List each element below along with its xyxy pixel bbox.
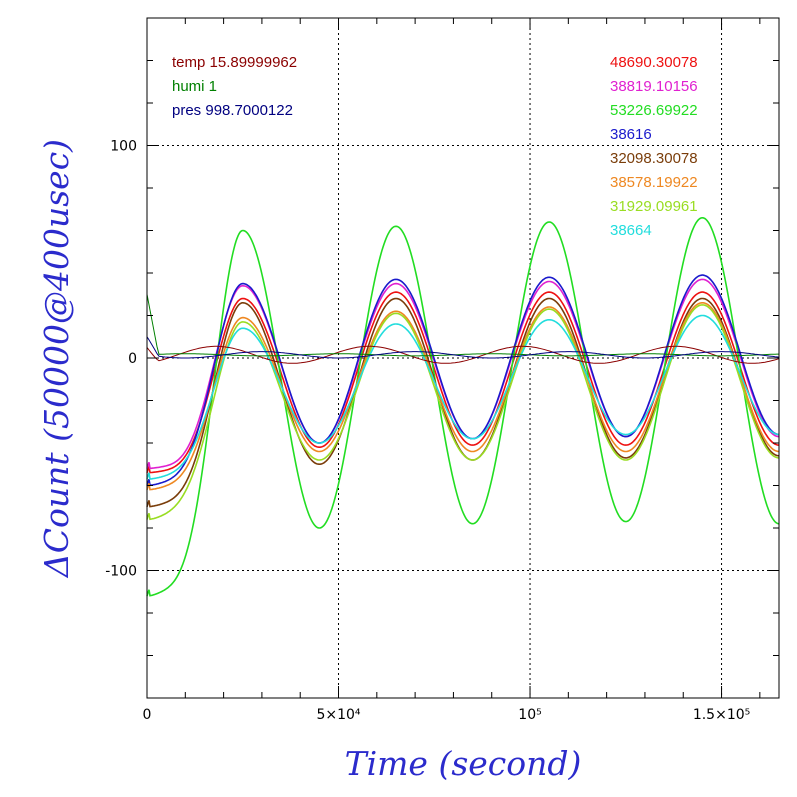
series-legend-entry: 48690.30078 (610, 54, 698, 71)
series-legend-entry: 38664 (610, 222, 652, 239)
environment-legend: temp 15.89999962 humi 1 pres 998.7000122 (172, 54, 297, 119)
series-legend-entry: 38819.10156 (610, 78, 698, 95)
series-line (146, 291, 779, 474)
x-tick-label: 5×10⁴ (316, 707, 360, 723)
environment-legend-entry: temp 15.89999962 (172, 54, 297, 71)
x-tick-label: 0 (143, 707, 152, 723)
y-axis-title: ΔCount (50000@400usec) (37, 139, 76, 579)
x-tick-label: 1.5×10⁵ (693, 707, 750, 723)
series-legend-entry: 31929.09961 (610, 198, 698, 215)
series-legend-entry: 38616 (610, 126, 652, 143)
series-legend-entry: 53226.69922 (610, 102, 698, 119)
grid-lines (147, 18, 779, 698)
environment-legend-entry: humi 1 (172, 78, 217, 95)
series-line (146, 304, 780, 521)
x-tick-label: 10⁵ (518, 707, 541, 723)
environment-legend-entry: pres 998.7000122 (172, 102, 293, 119)
plot-series (146, 217, 780, 597)
plot-frame (146, 17, 780, 699)
environment-line (146, 345, 780, 364)
series-line (146, 217, 780, 597)
series-line (146, 301, 780, 491)
y-tick-label: 100 (110, 139, 137, 155)
environment-line (146, 294, 779, 357)
y-tick-label: 0 (128, 351, 137, 367)
series-legend-entry: 38578.19922 (610, 174, 698, 191)
series-legend: 48690.30078 38819.10156 53226.69922 38616 32… (610, 54, 698, 239)
series-legend-entry: 32098.30078 (610, 150, 698, 167)
series-line (146, 297, 780, 508)
series-line (146, 274, 780, 487)
series-line (146, 314, 780, 480)
y-tick-label: -100 (105, 564, 137, 580)
x-axis-title: Time (second) (345, 744, 582, 783)
tick-labels: 0 5×10⁴ 10⁵ 1.5×10⁵ -100 0 100 (105, 139, 750, 724)
environment-line (146, 336, 780, 359)
